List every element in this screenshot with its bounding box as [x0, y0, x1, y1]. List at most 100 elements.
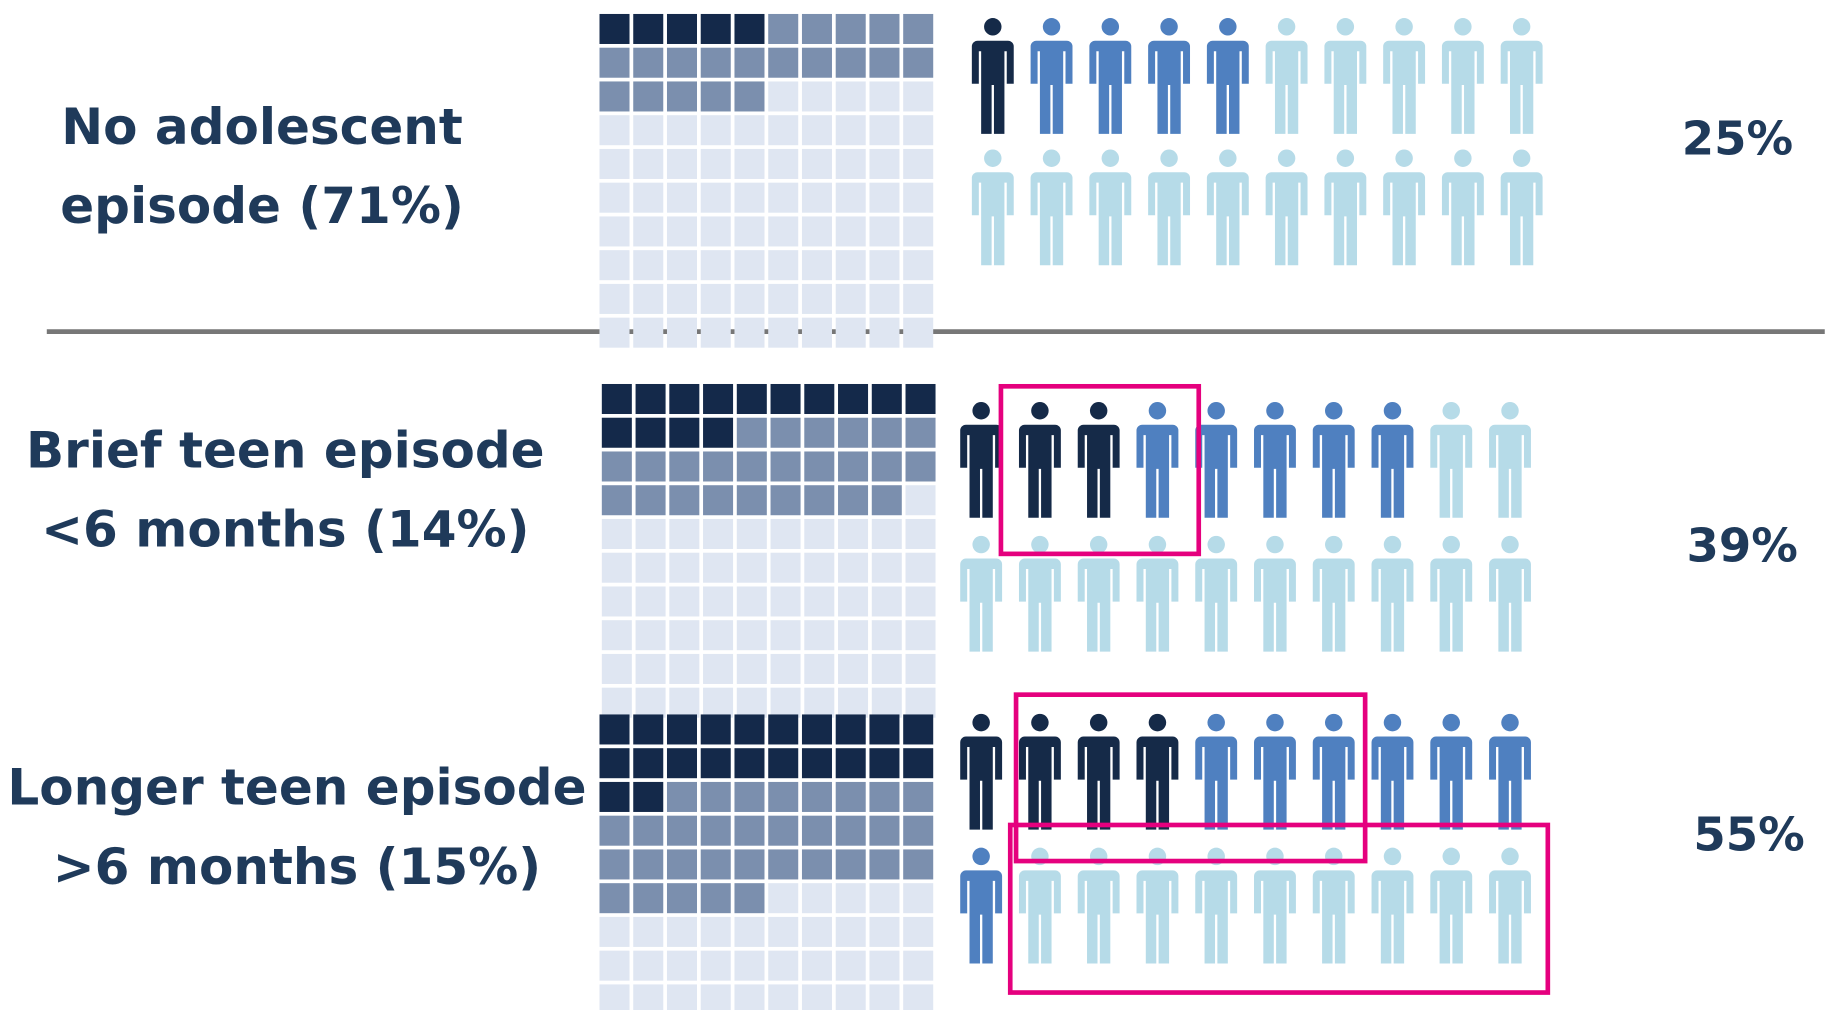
person-body: [1489, 424, 1531, 518]
person-icon: [1371, 535, 1414, 652]
person-body: [1312, 558, 1355, 652]
person-icon: [1195, 847, 1238, 964]
waffle-cell: [835, 47, 866, 78]
waffle-cell: [770, 485, 801, 516]
person-icon: [1077, 847, 1120, 964]
person-body: [1312, 424, 1355, 518]
waffle-cell: [801, 916, 832, 947]
waffle-cell: [905, 620, 936, 651]
person-head: [1266, 402, 1284, 420]
waffle-cell: [633, 714, 664, 745]
person-icon: [1206, 18, 1249, 134]
waffle-cell: [734, 182, 765, 213]
row-label: No adolescent: [61, 98, 462, 156]
person-body: [960, 870, 1003, 964]
person-body: [1371, 736, 1414, 830]
person-body: [1195, 424, 1238, 518]
person-icon: [1489, 535, 1531, 652]
waffle-cell: [801, 13, 832, 44]
waffle-cell: [601, 451, 632, 482]
waffle-cell: [599, 13, 630, 44]
waffle-cell: [801, 984, 832, 1010]
waffle-cell: [903, 115, 934, 146]
person-body: [1077, 870, 1120, 964]
person-head: [1512, 18, 1531, 36]
person-icon: [1312, 535, 1355, 652]
waffle-cell: [669, 653, 700, 684]
waffle-cell: [666, 13, 698, 44]
waffle-cell: [633, 916, 664, 947]
person-icon: [1441, 18, 1484, 134]
waffle-cell: [838, 620, 869, 651]
person-head: [1501, 402, 1519, 420]
person-icon: [1489, 847, 1531, 964]
waffle-cell: [599, 849, 630, 880]
person-body: [1371, 870, 1414, 964]
person-head: [1395, 149, 1413, 167]
waffle-cell: [700, 883, 731, 914]
waffle-cell: [801, 849, 832, 880]
waffle-cell: [666, 883, 698, 914]
person-head: [1031, 535, 1049, 554]
person-head: [1031, 713, 1049, 732]
person-body: [1136, 558, 1179, 652]
person-head: [1395, 18, 1413, 36]
person-icon: [1195, 713, 1238, 830]
waffle-cell: [635, 383, 666, 415]
waffle-cell: [835, 916, 866, 947]
person-body: [1089, 172, 1132, 266]
waffle-cell: [700, 317, 731, 348]
waffle-cell: [633, 283, 664, 314]
waffle-cell: [804, 653, 835, 684]
waffle-cell: [801, 781, 832, 812]
waffle-cell: [666, 283, 698, 314]
waffle-cell: [700, 47, 731, 78]
person-head: [1042, 18, 1061, 36]
waffle-cell: [669, 687, 700, 718]
person-head: [1277, 149, 1296, 167]
person-body: [1018, 424, 1061, 518]
person-icon: [1254, 713, 1296, 830]
waffle-cell: [635, 451, 666, 482]
waffle-cell: [871, 586, 902, 617]
person-body: [1324, 172, 1367, 266]
waffle-cell: [635, 620, 666, 651]
person-icon: [1265, 18, 1308, 134]
waffle-cell: [703, 687, 734, 718]
waffle-cell: [768, 916, 799, 947]
waffle-cell: [703, 451, 734, 482]
waffle-cell: [770, 383, 801, 415]
person-body: [960, 558, 1003, 652]
waffle-cell: [700, 815, 731, 846]
waffle-cell: [635, 485, 666, 516]
person-icon: [1018, 847, 1061, 964]
person-body: [1430, 558, 1473, 652]
waffle-cell: [838, 653, 869, 684]
waffle-cell: [871, 383, 902, 415]
person-body: [971, 40, 1014, 134]
waffle-cell: [734, 781, 765, 812]
waffle-cell: [703, 518, 734, 549]
waffle-cell: [700, 13, 731, 44]
person-head: [984, 149, 1002, 167]
person-body: [1254, 870, 1296, 964]
waffle-cell: [869, 815, 900, 846]
waffle-cell: [633, 815, 664, 846]
waffle-cell: [869, 714, 900, 745]
row-label: Brief teen episode: [26, 421, 545, 479]
person-body: [1195, 736, 1238, 830]
waffle-cell: [768, 115, 799, 146]
person-head: [1031, 402, 1049, 420]
person-body: [1148, 40, 1191, 134]
waffle-cell: [835, 216, 866, 247]
person-head: [1207, 402, 1225, 420]
waffle-cell: [669, 451, 700, 482]
person-body: [1254, 424, 1296, 518]
person-icon: [1206, 149, 1249, 266]
waffle-cell: [633, 148, 664, 179]
highlight-box: [1013, 692, 1368, 864]
waffle-cell: [734, 81, 765, 112]
waffle-cell: [801, 47, 832, 78]
waffle-cell: [903, 13, 934, 44]
